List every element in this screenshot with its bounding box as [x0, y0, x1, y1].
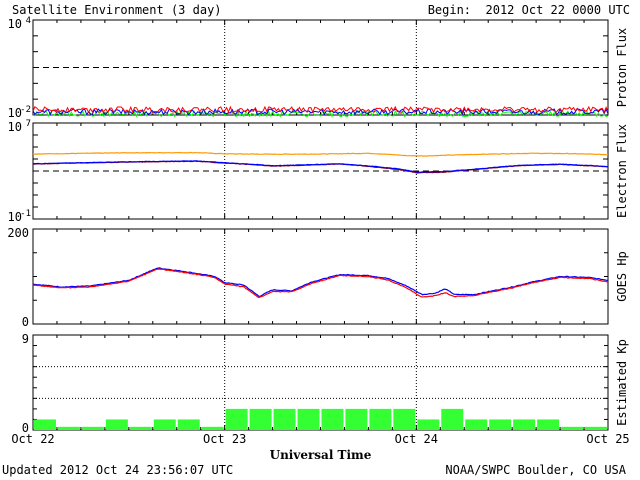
begin-label: Begin: [427, 3, 472, 17]
begin-value: 2012 Oct 22 0000 UTC [485, 3, 631, 17]
y-tick-label: 9 [22, 332, 29, 346]
updated-timestamp: Updated 2012 Oct 24 23:56:07 UTC [2, 463, 234, 477]
chart-title: Satellite Environment (3 day) [12, 3, 222, 17]
panel-goes_hp: 200 0 GOES Hp [7, 226, 629, 329]
panel-border [32, 228, 609, 325]
y-tick-label: 10 [8, 210, 22, 224]
y-tick-label: 0 [22, 315, 29, 329]
y-tick-exponent: 7 [26, 119, 31, 129]
x-tick-label: Oct 25 [586, 432, 629, 446]
kp-bar [393, 408, 416, 430]
kp-bar [177, 419, 200, 430]
kp-bar [153, 419, 176, 430]
y-axis-label: Electron Flux [615, 124, 629, 218]
series-blue [32, 267, 609, 297]
x-tick-label: Oct 23 [203, 432, 246, 446]
series-red [32, 105, 609, 114]
y-tick-label: 10 [8, 106, 22, 120]
kp-bar [201, 426, 224, 430]
y-tick-exponent: -2 [20, 105, 31, 115]
kp-bar [513, 419, 536, 430]
kp-bar [369, 408, 392, 430]
kp-bar [345, 408, 368, 430]
kp-bar [34, 419, 56, 430]
kp-bar [105, 419, 128, 430]
kp-bar [273, 408, 296, 430]
y-tick-exponent: 4 [26, 16, 31, 26]
x-axis-label: Universal Time [270, 448, 372, 462]
y-axis-label: Proton Flux [615, 28, 629, 107]
y-axis-label: Estimated Kp [615, 339, 629, 426]
kp-bar [537, 419, 560, 430]
kp-bar [585, 426, 607, 430]
panel-border [32, 19, 609, 116]
y-tick-label: 10 [8, 120, 22, 134]
panel-kp: 9 0 Estimated Kp [22, 332, 629, 435]
series-darkred [32, 160, 609, 174]
kp-bar [441, 408, 464, 430]
credit-text: NOAA/SWPC Boulder, CO USA [445, 463, 626, 477]
panel-border [32, 334, 609, 431]
y-tick-label: 10 [8, 17, 22, 31]
kp-bar [489, 419, 512, 430]
kp-bar [81, 426, 104, 430]
kp-bar [297, 408, 320, 430]
kp-bar [225, 408, 248, 430]
series-orange [32, 151, 609, 157]
x-tick-label: Oct 22 [11, 432, 54, 446]
kp-bar [249, 408, 272, 430]
kp-bar [321, 408, 344, 430]
kp-bar [561, 426, 584, 430]
y-tick-label: 200 [7, 226, 29, 240]
y-axis-label: GOES Hp [615, 251, 629, 302]
begin-date: Begin: 2012 Oct 22 0000 UTC [428, 3, 630, 17]
kp-bar [57, 426, 80, 430]
kp-bar [465, 419, 488, 430]
series-red [32, 268, 609, 299]
y-tick-exponent: -1 [20, 209, 31, 219]
kp-bar [417, 419, 440, 430]
kp-bar [129, 426, 152, 430]
series-blue [33, 160, 609, 173]
panel-electron: 10 710-1 Electron Flux [8, 119, 629, 224]
x-tick-label: Oct 24 [395, 432, 438, 446]
y-tick-label: 0 [22, 421, 29, 435]
panel-border [32, 122, 609, 220]
